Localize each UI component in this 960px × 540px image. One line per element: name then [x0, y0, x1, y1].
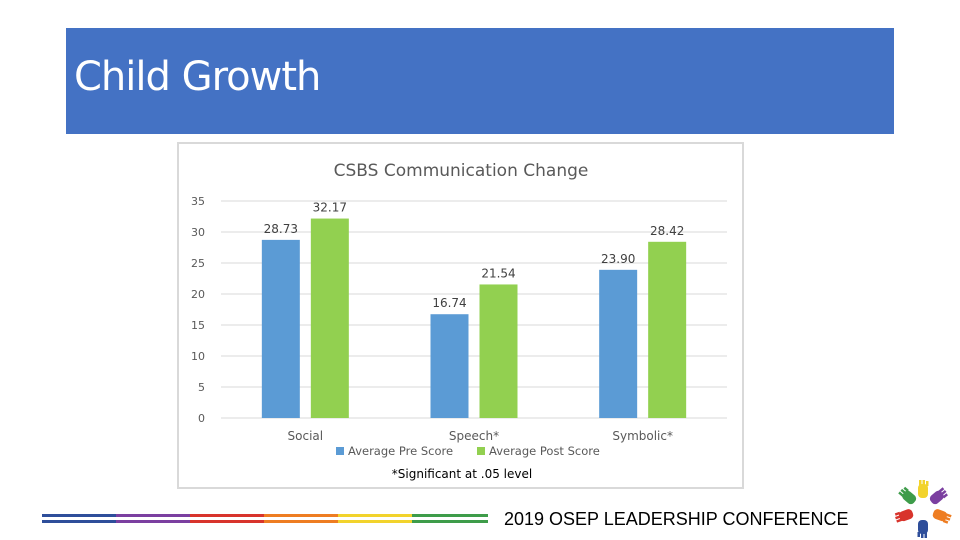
hands-circle-icon [894, 480, 952, 538]
bar-chart: CSBS Communication Change 0 5 10 15 20 25 30 35 2… [191, 161, 727, 481]
y-tick-label: 0 [198, 412, 205, 425]
footer-stripes [42, 514, 488, 526]
data-label: 32.17 [313, 201, 347, 215]
stripe-yellow [338, 514, 412, 517]
bar [648, 241, 687, 418]
stripe-purple-lower [116, 520, 190, 523]
hand-blue [917, 520, 928, 538]
legend-label: Average Post Score [489, 444, 600, 458]
significance-note: *Significant at .05 level [392, 467, 532, 481]
data-label: 28.42 [650, 224, 684, 238]
hand-orange [932, 509, 952, 524]
y-tick-label: 30 [191, 226, 205, 239]
title-banner: Child Growth [66, 28, 894, 134]
bar [479, 284, 518, 418]
legend-swatch [336, 447, 344, 455]
chart-frame: CSBS Communication Change 0 5 10 15 20 25 30 35 2… [177, 142, 744, 489]
hand-green [898, 486, 917, 505]
stripe-red-lower [190, 520, 264, 523]
legend-label: Average Pre Score [348, 444, 453, 458]
conference-footer: 2019 OSEP LEADERSHIP CONFERENCE [504, 509, 849, 529]
hand-yellow [918, 480, 929, 498]
stripe-purple [116, 514, 190, 517]
stripe-navy-lower [42, 520, 116, 523]
y-tick-label: 10 [191, 350, 205, 363]
y-tick-label: 25 [191, 257, 205, 270]
stripe-green [412, 514, 488, 517]
data-label: 23.90 [601, 252, 635, 266]
bar [310, 218, 349, 418]
stripe-orange [264, 514, 338, 517]
stripe-red [190, 514, 264, 517]
hand-red [894, 509, 914, 523]
data-label: 28.73 [264, 222, 298, 236]
y-tick-label: 35 [191, 195, 205, 208]
stripe-orange-lower [264, 520, 338, 523]
x-tick-label: Social [288, 429, 324, 443]
data-label: 16.74 [432, 296, 466, 310]
bar [261, 239, 300, 418]
stripe-navy [42, 514, 116, 517]
hand-purple [929, 487, 948, 505]
stripe-yellow-lower [338, 520, 412, 523]
bar [430, 314, 469, 418]
slide-title: Child Growth [74, 54, 321, 100]
x-tick-label: Speech* [449, 429, 499, 443]
x-tick-label: Symbolic* [612, 429, 673, 443]
data-label: 21.54 [481, 266, 515, 280]
y-tick-label: 15 [191, 319, 205, 332]
stripe-green-lower [412, 520, 488, 523]
bar [599, 269, 638, 418]
legend-swatch [477, 447, 485, 455]
chart-title: CSBS Communication Change [334, 161, 589, 181]
y-tick-label: 20 [191, 288, 205, 301]
y-tick-label: 5 [198, 381, 205, 394]
